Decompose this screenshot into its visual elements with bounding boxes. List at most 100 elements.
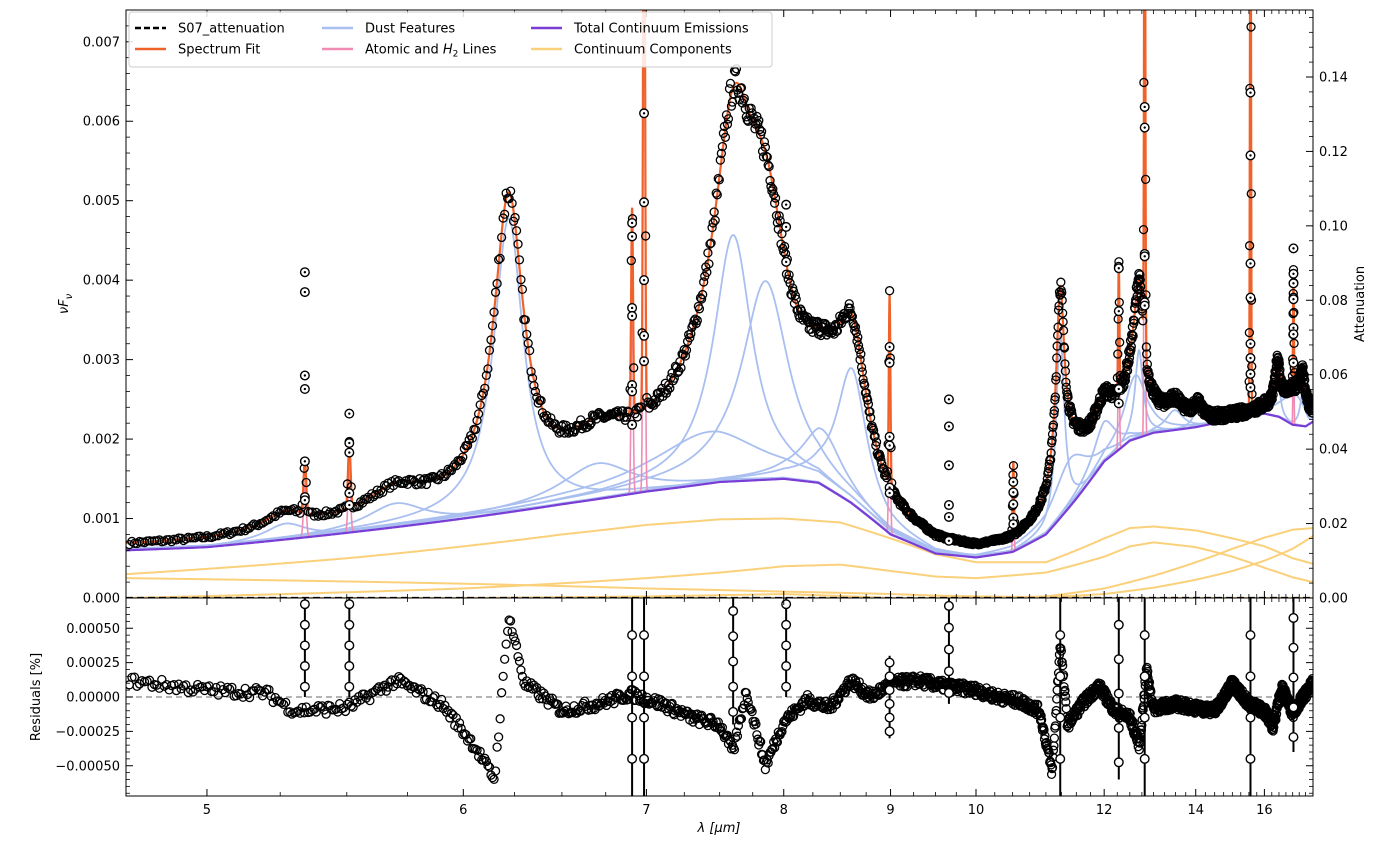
residual-outlier (1288, 642, 1299, 653)
residual-point (502, 626, 513, 636)
residual-outlier (344, 619, 355, 630)
data-point (694, 304, 705, 314)
data-point (785, 278, 795, 288)
outlier-point-center (1292, 361, 1295, 364)
data-point (1136, 281, 1146, 292)
outlier-point-center (642, 278, 646, 282)
res-y-tick-label: −0.00025 (55, 725, 120, 740)
legend-label-0: S07_attenuation (178, 22, 285, 37)
residual-point (244, 692, 255, 703)
residual-outlier (639, 712, 650, 723)
data-point (1300, 375, 1310, 385)
outlier-point-center (1249, 386, 1252, 389)
x-tick-label: 10 (968, 803, 985, 818)
outlier-point-center (1143, 126, 1146, 129)
data-point (786, 289, 796, 299)
data-point (1138, 224, 1149, 235)
data-point (451, 461, 461, 471)
data-point (711, 188, 721, 198)
residual-outlier (1055, 630, 1066, 641)
outlier-point-center (1292, 326, 1295, 330)
data-point (756, 126, 767, 137)
data-point (272, 507, 283, 517)
main-y-tick-label: 0.002 (83, 433, 120, 448)
outlier-point-center (1143, 255, 1146, 258)
data-point (710, 215, 720, 225)
data-point (704, 259, 714, 269)
residual-outlier (781, 681, 792, 692)
data-point (868, 425, 879, 435)
data-point (1055, 290, 1066, 300)
residual-point (1100, 686, 1110, 696)
data-point (1125, 335, 1136, 346)
data-point (882, 473, 892, 483)
main-y-tick-label: 0.006 (83, 115, 120, 130)
data-point (629, 363, 639, 373)
data-point (496, 232, 507, 243)
data-point (1060, 366, 1071, 376)
main-y2-tick-label: 0.06 (1319, 368, 1348, 383)
data-point (501, 188, 511, 198)
data-point (1139, 77, 1149, 88)
data-point (816, 330, 826, 341)
data-point (716, 148, 727, 159)
residual-point (281, 697, 291, 708)
residual-point (747, 706, 757, 717)
data-point (462, 440, 473, 451)
data-point (777, 229, 787, 239)
data-point (1289, 338, 1299, 348)
data-point (171, 535, 182, 545)
data-point (1061, 377, 1071, 387)
residual-point (755, 736, 765, 746)
residual-outlier (1245, 712, 1256, 723)
residual-point (1073, 710, 1083, 721)
data-point (1091, 411, 1101, 421)
residual-point (1051, 705, 1061, 716)
outlier-point-center (947, 539, 951, 542)
data-point (779, 247, 789, 257)
data-point (166, 537, 177, 547)
x-tick-label: 5 (203, 803, 211, 818)
residual-point (724, 735, 735, 745)
data-point (739, 93, 749, 104)
data-point (1128, 331, 1138, 341)
residual-point (516, 665, 526, 675)
outlier-point-center (947, 425, 951, 428)
outlier-point-center (630, 390, 634, 393)
outlier-point-center (888, 491, 891, 495)
data-point (1134, 268, 1144, 279)
res-y-tick-label: −0.00050 (55, 759, 120, 774)
outlier-point-center (784, 260, 788, 264)
data-point (760, 142, 771, 152)
data-point (689, 316, 699, 326)
data-point (520, 315, 530, 325)
residual-point (734, 715, 745, 725)
residual-point (492, 742, 502, 752)
residual-point (413, 684, 423, 694)
data-point (472, 415, 482, 426)
data-point (483, 364, 493, 374)
residual-outlier (1288, 732, 1299, 743)
data-point (877, 459, 887, 469)
outlier-point-center (1012, 480, 1015, 484)
residual-point (1036, 715, 1047, 725)
outlier-point-center (1249, 262, 1252, 265)
data-point (495, 253, 505, 264)
residual-point (1134, 745, 1144, 755)
data-point (1063, 392, 1073, 402)
outlier-point-center (1249, 154, 1252, 157)
residual-point (508, 632, 519, 642)
main-y2-tick-label: 0.00 (1319, 592, 1348, 607)
data-point (736, 83, 747, 93)
outlier-point-center (303, 374, 307, 377)
data-point (517, 284, 528, 295)
residual-point (225, 684, 235, 694)
residual-point (1307, 674, 1313, 684)
residual-points (126, 599, 1313, 784)
main-y2-tick-label: 0.10 (1319, 219, 1348, 234)
data-point (1141, 342, 1151, 352)
data-point (505, 186, 516, 196)
residual-point (513, 651, 523, 662)
residual-point (1060, 685, 1070, 696)
